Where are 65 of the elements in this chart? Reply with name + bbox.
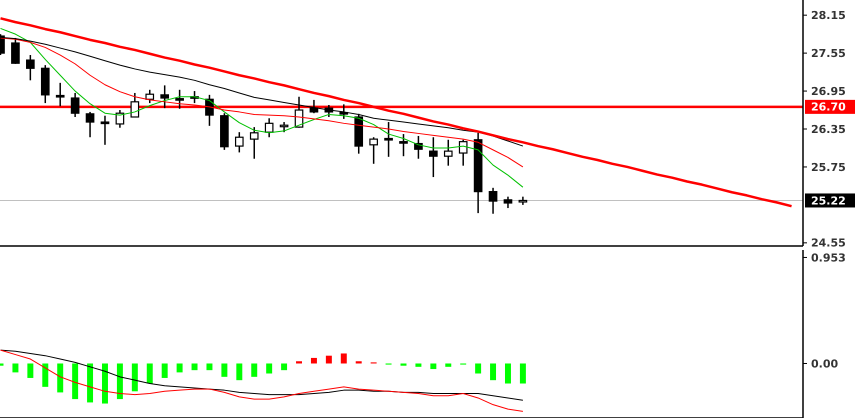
candlestick: [369, 136, 378, 165]
ref-line-label: 26.70: [811, 100, 846, 114]
bar: [326, 356, 332, 364]
candlestick: [429, 136, 438, 178]
bar: [310, 358, 317, 364]
candlestick: [399, 133, 408, 157]
bar: [192, 363, 198, 370]
bar: [504, 363, 511, 384]
line-series: [0, 28, 524, 188]
bar: [236, 363, 242, 380]
bar: [266, 363, 272, 374]
bar: [176, 363, 183, 372]
bar: [72, 363, 78, 400]
candlestick: [264, 118, 274, 138]
bar: [445, 363, 452, 367]
bar: [12, 363, 18, 372]
bar: [475, 363, 482, 374]
y-tick-label: 25.75: [811, 160, 846, 174]
bar: [102, 363, 108, 404]
y-tick-label: 24.55: [811, 236, 846, 250]
ref-line-label: 25.22: [811, 194, 846, 208]
bar: [400, 363, 406, 366]
bar: [132, 363, 138, 392]
candlestick: [444, 139, 453, 166]
candlestick: [26, 54, 35, 82]
bar: [57, 363, 64, 392]
bar: [116, 363, 123, 400]
line-series: [0, 350, 524, 401]
candlestick: [86, 111, 94, 138]
candlestick: [488, 187, 498, 214]
bar: [251, 363, 258, 377]
bar: [206, 363, 212, 370]
candlestick: [130, 92, 140, 118]
candlestick: [504, 196, 512, 209]
y-tick-label: 27.55: [811, 46, 846, 60]
candlestick: [145, 89, 154, 104]
candlestick: [160, 84, 170, 109]
y-tick-label: 26.35: [811, 122, 846, 136]
candlestick: [116, 109, 124, 128]
bar: [415, 363, 422, 367]
bar: [221, 363, 228, 377]
candlestick: [310, 99, 318, 114]
bar: [281, 363, 288, 370]
y-tick-label: 0.953: [811, 251, 846, 264]
candlestick: [175, 89, 184, 110]
candlestick: [280, 121, 288, 133]
y-tick-label: 28.15: [811, 9, 846, 22]
y-tick-label: 26.95: [811, 84, 846, 98]
bar: [520, 363, 526, 384]
bar: [340, 353, 347, 364]
y-tick-label: 0.00: [811, 357, 838, 370]
bar: [146, 363, 153, 384]
candlestick: [250, 126, 259, 160]
bar: [430, 363, 436, 370]
candlestick: [56, 82, 65, 107]
bar: [27, 363, 34, 378]
bar: [87, 363, 94, 402]
bar: [490, 363, 496, 380]
bar: [42, 363, 48, 387]
candlestick: [70, 92, 80, 118]
candlestick: [100, 114, 110, 146]
bar: [162, 363, 168, 378]
candlestick: [458, 139, 468, 166]
candlestick: [234, 131, 244, 154]
line-series: [0, 350, 524, 412]
